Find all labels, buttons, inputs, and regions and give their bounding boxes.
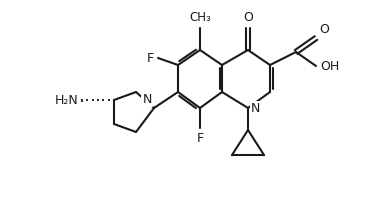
Text: H₂N: H₂N (54, 94, 78, 106)
Text: O: O (243, 11, 253, 24)
Text: N: N (142, 93, 152, 106)
Text: F: F (147, 52, 154, 64)
Text: CH₃: CH₃ (189, 11, 211, 24)
Text: N: N (251, 103, 261, 115)
Text: O: O (319, 23, 329, 36)
Text: F: F (196, 132, 203, 145)
Text: OH: OH (320, 59, 339, 73)
